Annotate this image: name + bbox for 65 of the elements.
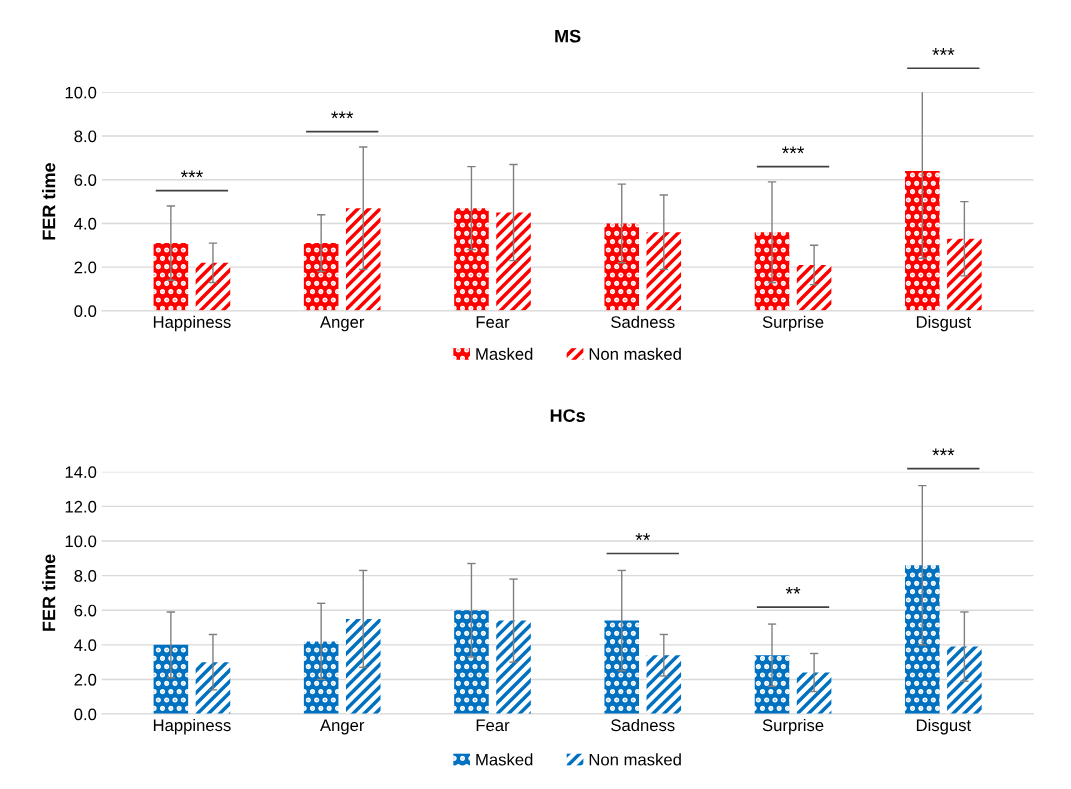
y-tick-label: 8.0 — [74, 130, 97, 143]
annotation: ** — [635, 533, 651, 541]
x-tick-label: Surprise — [762, 315, 824, 332]
bar — [153, 243, 189, 311]
text: *** — [932, 48, 955, 55]
x-tick-label: Sadness — [611, 718, 675, 732]
bar — [496, 212, 531, 311]
bar — [754, 232, 790, 311]
x-tick-label: Fear — [476, 719, 510, 732]
bar — [646, 655, 682, 715]
bar — [496, 620, 531, 715]
y-tick-label: 4.0 — [74, 217, 97, 230]
bar — [454, 208, 489, 311]
bar — [947, 238, 982, 311]
annotation: *** — [782, 146, 805, 154]
bar — [303, 641, 339, 715]
y-tick-label: 2.0 — [74, 673, 97, 686]
chart-title: HCs — [550, 409, 585, 422]
bar — [604, 620, 640, 715]
legend-label: Non masked — [589, 347, 681, 360]
x-tick-label: Disgust — [916, 315, 972, 332]
chart-title: MS — [555, 29, 581, 43]
bar — [754, 655, 790, 715]
bar — [905, 170, 940, 311]
y-tick-label: 2.0 — [74, 261, 97, 274]
legend-label: Non masked — [589, 753, 681, 766]
bar — [796, 672, 832, 715]
x-tick-label: Surprise — [762, 718, 824, 735]
y-tick-label: 14.0 — [65, 466, 97, 479]
bar — [905, 565, 940, 715]
y-axis-title: FER time — [42, 554, 56, 631]
x-tick-label: Fear — [476, 316, 510, 328]
bar — [604, 223, 640, 311]
y-axis-title: FER time — [42, 163, 56, 240]
bar — [345, 618, 381, 715]
x-tick-label: Disgust — [916, 718, 972, 735]
y-tick-label: 6.0 — [74, 604, 97, 617]
legend-label: Masked — [476, 753, 533, 766]
x-tick-label: Sadness — [611, 315, 675, 328]
y-tick-label: 4.0 — [74, 639, 97, 652]
y-tick-label: 10.0 — [65, 86, 97, 99]
bar — [303, 243, 339, 311]
bar — [646, 232, 682, 311]
x-tick-label: Happiness — [153, 315, 231, 332]
x-tick-label: Happiness — [153, 718, 231, 735]
bar — [195, 262, 231, 311]
annotation: *** — [331, 111, 354, 119]
annotation: *** — [180, 170, 203, 178]
y-tick-label: 10.0 — [65, 535, 97, 548]
legend-label: Masked — [476, 347, 533, 360]
text: *** — [932, 448, 955, 456]
bar — [345, 208, 381, 311]
bar — [796, 264, 832, 311]
x-tick-label: Anger — [320, 719, 365, 735]
x-tick-label: Anger — [320, 316, 365, 332]
bar — [947, 646, 982, 715]
y-tick-label: 6.0 — [74, 174, 97, 186]
bar — [195, 662, 231, 715]
y-tick-label: 8.0 — [74, 570, 97, 582]
bar — [153, 644, 189, 715]
y-tick-label: 12.0 — [65, 500, 97, 513]
annotation: ** — [785, 586, 801, 594]
y-tick-label: 0.0 — [74, 708, 97, 721]
y-tick-label: 0.0 — [74, 305, 97, 318]
bar — [454, 610, 489, 715]
